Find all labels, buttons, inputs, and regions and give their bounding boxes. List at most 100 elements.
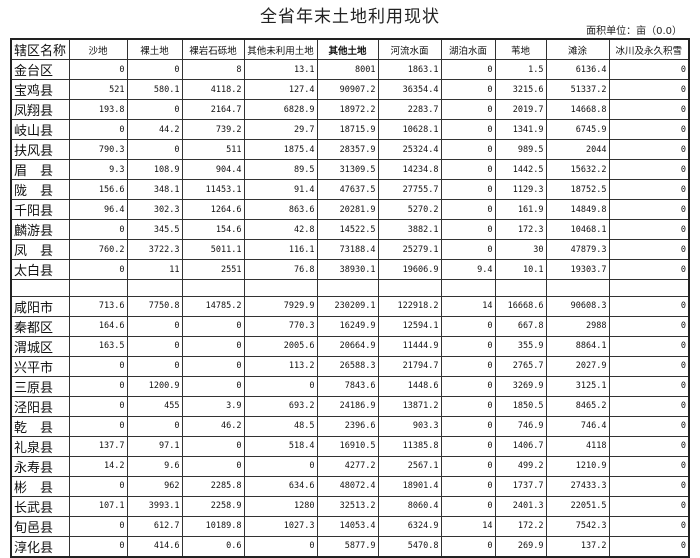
value-cell: 1210.9 <box>545 455 610 477</box>
value-cell: 25279.1 <box>377 239 442 260</box>
value-cell: 0 <box>68 395 128 417</box>
table-row: 彬 县 0 962 2285.8 634.6 48072.4 18901.4 0 1737.7 2… <box>10 475 690 497</box>
value-cell: 0 <box>608 535 690 557</box>
value-cell: 0 <box>608 119 690 140</box>
value-cell: 193.8 <box>68 99 128 120</box>
table-row: 三原县 0 1200.9 0 0 7843.6 1448.6 0 3269.9 3125.1 0 <box>10 375 690 397</box>
value-cell <box>316 279 379 297</box>
value-cell: 3269.9 <box>494 375 547 397</box>
value-cell: 28357.9 <box>316 139 379 160</box>
value-cell: 0 <box>243 535 318 557</box>
value-cell: 156.6 <box>68 179 128 200</box>
value-cell: 269.9 <box>494 535 547 557</box>
value-cell: 739.2 <box>181 119 245 140</box>
district-name-cell: 旬邑县 <box>10 515 70 537</box>
table-row: 千阳县 96.4 302.3 1264.6 863.6 20281.9 5270.2 0 161… <box>10 199 690 220</box>
value-cell: 26588.3 <box>316 355 379 377</box>
value-cell: 1448.6 <box>377 375 442 397</box>
value-cell: 6828.9 <box>243 99 318 120</box>
value-cell: 27755.7 <box>377 179 442 200</box>
district-name-cell: 陇 县 <box>10 179 70 200</box>
value-cell: 1850.5 <box>494 395 547 417</box>
value-cell: 2283.7 <box>377 99 442 120</box>
value-cell: 0 <box>440 535 496 557</box>
value-cell: 154.6 <box>181 219 245 240</box>
district-name-cell: 太白县 <box>10 259 70 280</box>
value-cell: 0 <box>181 375 245 397</box>
value-cell: 0 <box>126 99 183 120</box>
column-header: 沙地 <box>68 38 128 60</box>
value-cell: 0 <box>181 355 245 377</box>
area-unit-label: 面积单位：亩（0.0） <box>586 26 682 37</box>
value-cell: 634.6 <box>243 475 318 497</box>
value-cell: 11385.8 <box>377 435 442 457</box>
district-name-cell: 凤 县 <box>10 239 70 260</box>
value-cell: 2401.3 <box>494 495 547 517</box>
value-cell: 3882.1 <box>377 219 442 240</box>
table-row: 太白县 0 11 2551 76.8 38930.1 19606.9 9.4 10.1 19303… <box>10 259 690 280</box>
value-cell: 5011.1 <box>181 239 245 260</box>
value-cell: 1863.1 <box>377 59 442 80</box>
district-name-cell: 永寿县 <box>10 455 70 477</box>
value-cell: 0 <box>68 515 128 537</box>
value-cell: 0.6 <box>181 535 245 557</box>
value-cell: 12594.1 <box>377 315 442 337</box>
value-cell: 0 <box>608 79 690 100</box>
district-name-cell: 兴平市 <box>10 355 70 377</box>
value-cell: 0 <box>608 415 690 437</box>
value-cell: 499.2 <box>494 455 547 477</box>
value-cell <box>494 279 547 297</box>
value-cell: 0 <box>68 535 128 557</box>
value-cell: 90907.2 <box>316 79 379 100</box>
value-cell: 137.7 <box>68 435 128 457</box>
value-cell: 20281.9 <box>316 199 379 220</box>
value-cell: 18715.9 <box>316 119 379 140</box>
value-cell: 0 <box>243 375 318 397</box>
value-cell: 90608.3 <box>545 295 610 317</box>
table-row: 秦都区 164.6 0 0 770.3 16249.9 12594.1 0 667.8 2988 0 <box>10 315 690 337</box>
value-cell: 0 <box>181 435 245 457</box>
value-cell: 0 <box>608 475 690 497</box>
value-cell: 1200.9 <box>126 375 183 397</box>
value-cell: 14 <box>440 295 496 317</box>
value-cell: 0 <box>440 159 496 180</box>
table-row: 麟游县 0 345.5 154.6 42.8 14522.5 3882.1 0 172.3 104… <box>10 219 690 240</box>
value-cell: 0 <box>440 99 496 120</box>
table-row: 兴平市 0 0 0 113.2 26588.3 21794.7 0 2765.7 2027.9 0 <box>10 355 690 377</box>
value-cell: 8465.2 <box>545 395 610 417</box>
value-cell: 29.7 <box>243 119 318 140</box>
value-cell: 3993.1 <box>126 495 183 517</box>
value-cell: 0 <box>608 495 690 517</box>
value-cell: 8864.1 <box>545 335 610 357</box>
value-cell: 91.4 <box>243 179 318 200</box>
value-cell: 46.2 <box>181 415 245 437</box>
value-cell: 0 <box>608 139 690 160</box>
value-cell: 0 <box>608 159 690 180</box>
table-row: 眉 县 9.3 108.9 904.4 89.5 31309.5 14234.8 0 1442.… <box>10 159 690 180</box>
value-cell: 770.3 <box>243 315 318 337</box>
value-cell: 2164.7 <box>181 99 245 120</box>
value-cell: 11 <box>126 259 183 280</box>
value-cell: 14785.2 <box>181 295 245 317</box>
value-cell: 0 <box>440 315 496 337</box>
value-cell: 0 <box>440 375 496 397</box>
table-row: 泾阳县 0 455 3.9 693.2 24186.9 13871.2 0 1850.5 8465… <box>10 395 690 417</box>
value-cell: 345.5 <box>126 219 183 240</box>
value-cell: 31309.5 <box>316 159 379 180</box>
value-cell <box>377 279 442 297</box>
district-name-cell: 彬 县 <box>10 475 70 497</box>
value-cell: 5270.2 <box>377 199 442 220</box>
column-header: 其他未利用土地 <box>243 38 318 60</box>
value-cell: 2765.7 <box>494 355 547 377</box>
value-cell: 1875.4 <box>243 139 318 160</box>
value-cell: 0 <box>243 455 318 477</box>
value-cell: 0 <box>608 259 690 280</box>
value-cell: 518.4 <box>243 435 318 457</box>
value-cell: 693.2 <box>243 395 318 417</box>
value-cell: 1264.6 <box>181 199 245 220</box>
value-cell: 27433.3 <box>545 475 610 497</box>
value-cell: 8 <box>181 59 245 80</box>
value-cell: 163.5 <box>68 335 128 357</box>
value-cell: 9.6 <box>126 455 183 477</box>
value-cell: 44.2 <box>126 119 183 140</box>
